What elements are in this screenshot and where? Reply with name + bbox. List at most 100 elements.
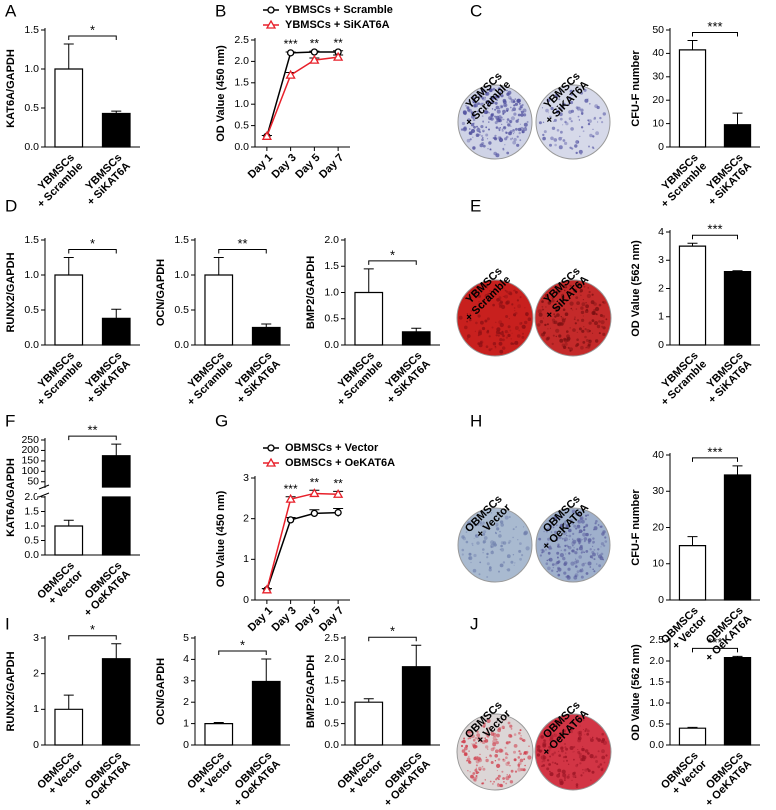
- colony: [494, 137, 498, 141]
- category-label: YBMSCs+ SiKAT6A: [705, 350, 754, 406]
- colony: [523, 758, 526, 761]
- colony: [505, 762, 510, 766]
- colony: [601, 732, 604, 736]
- colony: [539, 554, 543, 557]
- colony: [471, 734, 475, 739]
- colony: [513, 104, 515, 107]
- colony: [517, 304, 521, 309]
- colony: [523, 327, 526, 329]
- colony: [490, 113, 494, 117]
- point: [261, 584, 272, 594]
- colony: [555, 109, 560, 114]
- colony: [512, 554, 515, 556]
- colony: [579, 516, 584, 521]
- colony: [486, 287, 488, 289]
- colony: [519, 105, 523, 109]
- error-bar: [363, 268, 374, 293]
- point: [286, 516, 295, 524]
- colony: [499, 349, 504, 354]
- colony: [509, 780, 514, 784]
- colony: [472, 544, 474, 546]
- colony: [492, 739, 497, 744]
- colony: [511, 303, 514, 306]
- x-tick-label: Day 7: [317, 152, 346, 181]
- category-label: YBMSCs+ Scramble: [659, 350, 709, 409]
- colony: [515, 119, 519, 123]
- colony: [581, 748, 585, 752]
- colony: [499, 548, 502, 551]
- colony: [556, 556, 559, 559]
- colony: [551, 563, 555, 566]
- bar: [54, 68, 84, 148]
- colony: [588, 330, 591, 333]
- colony: [484, 779, 486, 781]
- colony: [476, 128, 481, 132]
- colony: [513, 290, 515, 292]
- colony: [561, 769, 566, 774]
- bar: [54, 525, 84, 556]
- colony: [468, 750, 470, 752]
- colony: [577, 283, 581, 287]
- bar: [251, 326, 281, 346]
- colony: [497, 758, 501, 761]
- bar: [54, 708, 84, 746]
- colony: [543, 739, 545, 742]
- colony: [498, 91, 502, 94]
- colony: [568, 534, 572, 538]
- colony: [584, 768, 588, 772]
- colony: [585, 339, 589, 342]
- colony: [578, 529, 583, 533]
- significance-label: ***: [707, 635, 722, 650]
- colony: [518, 750, 521, 753]
- colony: [538, 121, 542, 125]
- colony: [542, 133, 545, 137]
- colony: [538, 537, 542, 541]
- bar: [204, 274, 234, 346]
- colony: [594, 755, 598, 759]
- category-label: OBMSCs+ Vector: [659, 750, 710, 797]
- colony: [581, 550, 584, 553]
- colony: [580, 153, 582, 155]
- colony: [496, 109, 501, 114]
- y-tick-label: 2.0: [324, 234, 339, 246]
- colony: [523, 113, 527, 117]
- colony: [542, 758, 546, 762]
- y-axis-label: RUNX2/GAPDH: [5, 651, 17, 731]
- colony: [519, 729, 522, 732]
- colony: [554, 762, 557, 765]
- colony: [485, 91, 490, 96]
- colony: [579, 91, 584, 95]
- colony: [518, 731, 521, 735]
- colony: [567, 726, 570, 728]
- colony: [476, 102, 479, 105]
- colony: [488, 568, 492, 572]
- point: [261, 130, 272, 140]
- colony: [503, 103, 508, 108]
- colony: [581, 329, 585, 333]
- colony: [582, 532, 587, 537]
- colony: [577, 513, 579, 515]
- colony: [506, 92, 510, 96]
- colony: [515, 290, 518, 294]
- bar: [723, 270, 752, 346]
- colony: [568, 96, 571, 100]
- colony: [576, 343, 580, 346]
- y-tick-label: 0.0: [649, 739, 664, 751]
- colony: [473, 553, 477, 558]
- colony: [470, 731, 473, 734]
- colony: [539, 320, 544, 324]
- colony: [486, 576, 489, 578]
- colony: [585, 550, 589, 553]
- series-line: [266, 492, 339, 591]
- colony: [576, 301, 580, 305]
- colony: [553, 733, 558, 738]
- colony: [564, 729, 566, 731]
- y-tick-label: 30: [652, 71, 664, 83]
- colony: [586, 293, 592, 299]
- colony: [468, 100, 470, 103]
- colony: [501, 128, 503, 130]
- colony: [520, 322, 523, 324]
- colony: [569, 518, 571, 520]
- colony: [602, 112, 606, 116]
